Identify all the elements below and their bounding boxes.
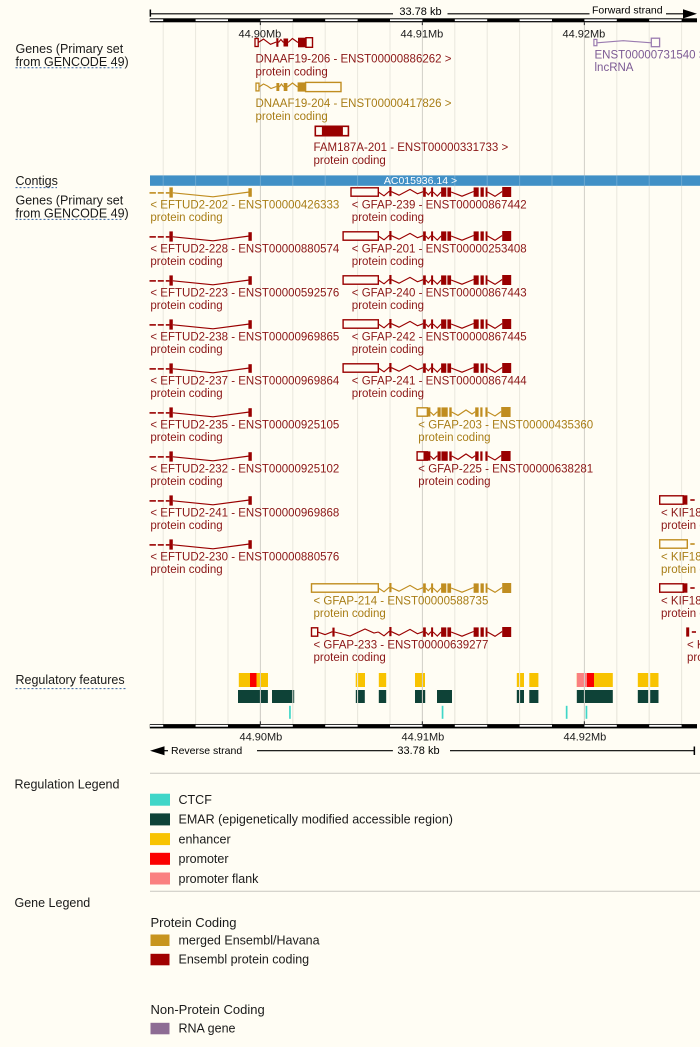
svg-text:EMAR (epigenetically modified: EMAR (epigenetically modified accessible… (179, 813, 453, 827)
svg-text:protein coding: protein coding (150, 476, 222, 488)
svg-text:< GFAP-242 - ENST00000867445: < GFAP-242 - ENST00000867445 (352, 332, 527, 344)
svg-text:protein coding: protein coding (661, 608, 700, 620)
svg-text:Gene Legend: Gene Legend (15, 896, 91, 910)
svg-text:Contigs: Contigs (16, 174, 58, 188)
svg-text:Reverse strand: Reverse strand (171, 745, 242, 757)
svg-text:< EFTUD2-238 - ENST00000969865: < EFTUD2-238 - ENST00000969865 (150, 332, 339, 344)
svg-text:33.78 kb: 33.78 kb (399, 6, 441, 18)
svg-text:protein coding: protein coding (352, 300, 424, 312)
svg-text:< KIF18B-201 - ENST00000263390: < KIF18B-201 - ENST00000263390 (661, 596, 700, 608)
svg-text:promoter: promoter (179, 852, 229, 866)
svg-text:44.92Mb: 44.92Mb (562, 29, 605, 41)
svg-text:44.92Mb: 44.92Mb (563, 732, 606, 744)
svg-text:44.91Mb: 44.91Mb (401, 732, 444, 744)
svg-text:< EFTUD2-235 - ENST00000925105: < EFTUD2-235 - ENST00000925105 (150, 420, 339, 432)
svg-text:protein coding: protein coding (150, 344, 222, 356)
svg-text:DNAAF19-206 - ENST00000886262: DNAAF19-206 - ENST00000886262 > (256, 54, 452, 66)
svg-text:protein coding: protein coding (661, 564, 700, 576)
svg-text:< EFTUD2-228 - ENST00000880574: < EFTUD2-228 - ENST00000880574 (150, 244, 340, 256)
svg-text:33.78 kb: 33.78 kb (397, 745, 439, 757)
svg-text:protein coding: protein coding (150, 212, 222, 224)
svg-text:< EFTUD2-202 - ENST00000426333: < EFTUD2-202 - ENST00000426333 (150, 200, 339, 212)
svg-text:ENST00000731540 >: ENST00000731540 > (595, 49, 700, 61)
svg-text:promoter flank: promoter flank (179, 872, 260, 886)
svg-text:protein coding: protein coding (150, 300, 222, 312)
svg-text:protein coding: protein coding (661, 520, 700, 532)
svg-text:AC015936.14 >: AC015936.14 > (384, 175, 457, 187)
svg-text:44.91Mb: 44.91Mb (400, 29, 443, 41)
svg-text:< GFAP-203 - ENST00000435360: < GFAP-203 - ENST00000435360 (418, 420, 593, 432)
svg-text:< GFAP-239 - ENST00000867442: < GFAP-239 - ENST00000867442 (352, 200, 527, 212)
svg-text:Forward strand: Forward strand (592, 5, 663, 17)
svg-text:protein coding: protein coding (150, 520, 222, 532)
svg-text:< KIF18B-206 - ENST00000262854: < KIF18B-206 - ENST00000262854 (661, 508, 700, 520)
svg-text:FAM187A-201 - ENST00000331733: FAM187A-201 - ENST00000331733 > (314, 142, 509, 154)
svg-text:protein coding: protein coding (687, 652, 700, 664)
svg-text:< GFAP-201 - ENST00000253408: < GFAP-201 - ENST00000253408 (352, 244, 527, 256)
svg-text:44.90Mb: 44.90Mb (238, 29, 281, 41)
svg-text:protein coding: protein coding (314, 652, 386, 664)
svg-text:< GFAP-240 - ENST00000867443: < GFAP-240 - ENST00000867443 (352, 288, 527, 300)
svg-text:DNAAF19-204 - ENST00000417826: DNAAF19-204 - ENST00000417826 > (256, 98, 452, 110)
svg-text:protein coding: protein coding (352, 256, 424, 268)
svg-text:enhancer: enhancer (179, 832, 231, 846)
svg-text:< GFAP-241 - ENST00000867444: < GFAP-241 - ENST00000867444 (352, 376, 527, 388)
svg-text:from GENCODE 49): from GENCODE 49) (16, 207, 129, 221)
svg-text:< GFAP-214 - ENST00000588735: < GFAP-214 - ENST00000588735 (314, 596, 489, 608)
svg-text:merged Ensembl/Havana: merged Ensembl/Havana (179, 933, 320, 947)
svg-text:< EFTUD2-232 - ENST00000925102: < EFTUD2-232 - ENST00000925102 (150, 464, 339, 476)
svg-text:protein coding: protein coding (314, 608, 386, 620)
svg-text:protein coding: protein coding (256, 66, 328, 78)
svg-text:protein coding: protein coding (352, 344, 424, 356)
svg-text:protein coding: protein coding (418, 476, 490, 488)
svg-text:Genes (Primary set: Genes (Primary set (16, 42, 124, 56)
svg-text:protein coding: protein coding (256, 111, 328, 123)
svg-text:protein coding: protein coding (352, 212, 424, 224)
svg-text:< KIF18B-204 - ENST00000420032: < KIF18B-204 - ENST00000420032 (661, 552, 700, 564)
svg-text:protein coding: protein coding (352, 388, 424, 400)
svg-text:Ensembl protein coding: Ensembl protein coding (179, 953, 310, 967)
svg-text:Genes (Primary set: Genes (Primary set (16, 194, 124, 208)
svg-text:< EFTUD2-230 - ENST00000880576: < EFTUD2-230 - ENST00000880576 (150, 552, 339, 564)
svg-text:< EFTUD2-241 - ENST00000969868: < EFTUD2-241 - ENST00000969868 (150, 508, 339, 520)
svg-text:44.90Mb: 44.90Mb (239, 732, 282, 744)
svg-text:Regulatory features: Regulatory features (16, 673, 125, 687)
svg-text:< EFTUD2-223 - ENST00000592576: < EFTUD2-223 - ENST00000592576 (150, 288, 339, 300)
svg-text:protein coding: protein coding (150, 256, 222, 268)
svg-text:protein coding: protein coding (418, 432, 490, 444)
svg-text:< GFAP-225 - ENST00000638281: < GFAP-225 - ENST00000638281 (418, 464, 593, 476)
svg-text:protein coding: protein coding (314, 155, 386, 167)
svg-text:protein coding: protein coding (150, 432, 222, 444)
svg-text:< EFTUD2-237 - ENST00000969864: < EFTUD2-237 - ENST00000969864 (150, 376, 340, 388)
svg-text:protein coding: protein coding (150, 564, 222, 576)
svg-text:from GENCODE 49): from GENCODE 49) (16, 55, 129, 69)
svg-text:Protein Coding: Protein Coding (151, 915, 237, 930)
svg-text:< KIF18B-202 - ENST00000262854: < KIF18B-202 - ENST00000262854 (687, 640, 700, 652)
svg-text:Regulation Legend: Regulation Legend (15, 778, 120, 792)
svg-text:< GFAP-233 - ENST00000639277: < GFAP-233 - ENST00000639277 (314, 640, 489, 652)
svg-text:lncRNA: lncRNA (595, 62, 634, 74)
svg-text:Non-Protein Coding: Non-Protein Coding (151, 1002, 265, 1017)
svg-text:CTCF: CTCF (179, 793, 213, 807)
svg-text:RNA gene: RNA gene (179, 1022, 236, 1036)
svg-text:protein coding: protein coding (150, 388, 222, 400)
